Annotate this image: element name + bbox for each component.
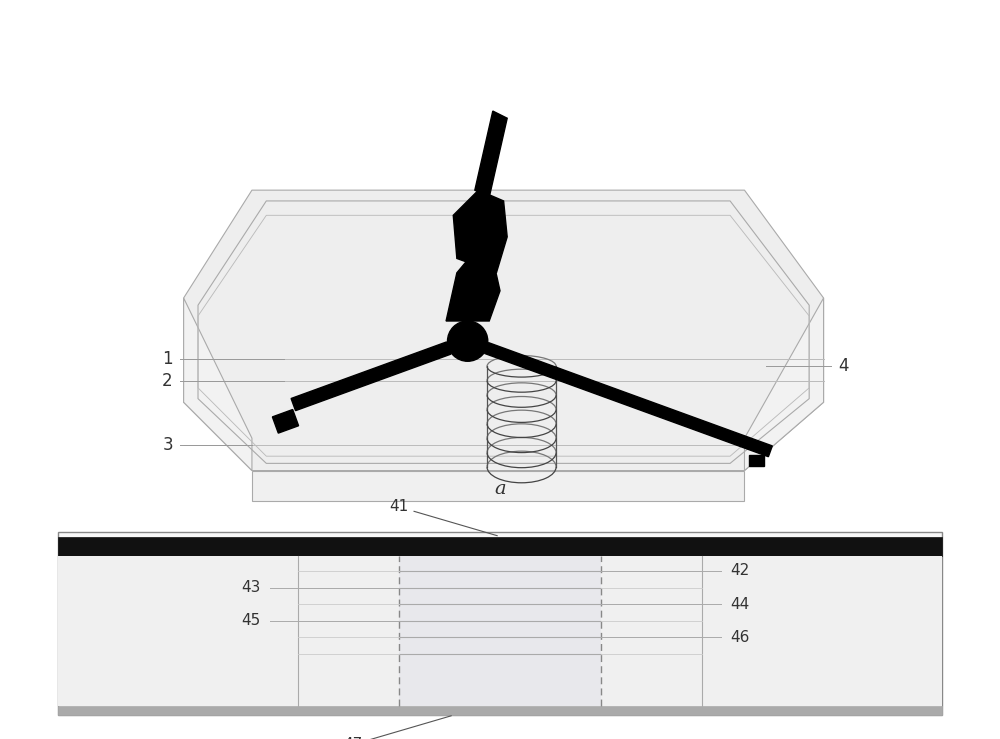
Text: 43: 43 [241,580,261,595]
Polygon shape [291,342,451,411]
Text: 4: 4 [838,357,848,375]
Bar [58,706,942,715]
Bar [58,537,942,556]
Text: a: a [494,480,506,497]
Polygon shape [744,298,824,471]
Polygon shape [252,471,744,502]
Bar [272,409,299,433]
Circle shape [448,321,488,361]
Text: 2: 2 [162,372,173,389]
Text: 42: 42 [730,563,749,579]
Text: 3: 3 [162,437,173,454]
Polygon shape [475,111,507,197]
Bar [58,556,942,706]
Text: 44: 44 [730,596,749,612]
Bar [399,556,601,706]
Polygon shape [184,190,824,471]
Text: 41: 41 [389,500,497,536]
Bar [58,532,942,715]
Text: 47: 47 [343,716,451,739]
Polygon shape [749,454,764,466]
Text: 45: 45 [242,613,261,628]
Text: 46: 46 [730,630,749,645]
Polygon shape [485,343,772,457]
Text: 1: 1 [162,350,173,368]
Polygon shape [184,298,252,471]
Polygon shape [446,251,500,321]
Polygon shape [453,190,507,273]
